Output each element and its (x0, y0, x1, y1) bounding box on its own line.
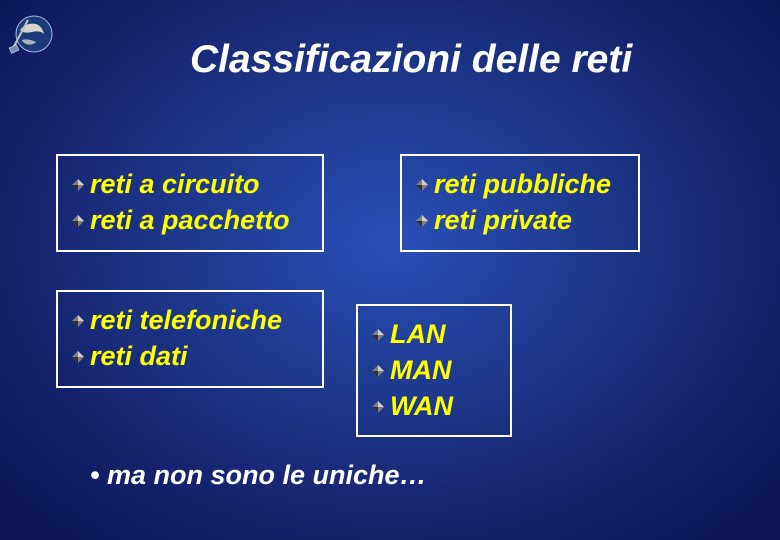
list-item: reti a pacchetto (72, 204, 308, 238)
list-item: LAN (372, 318, 496, 352)
earth-icon (8, 10, 56, 58)
diamond-bullet-icon (416, 179, 428, 191)
item-label: MAN (390, 354, 452, 388)
list-item: reti dati (72, 340, 308, 374)
diamond-bullet-icon (416, 215, 428, 227)
slide: Classificazioni delle reti reti a circui… (0, 0, 780, 540)
item-label: reti telefoniche (90, 304, 282, 338)
diamond-bullet-icon (72, 179, 84, 191)
item-label: reti private (434, 204, 572, 238)
diamond-bullet-icon (372, 365, 384, 377)
diamond-bullet-icon (72, 351, 84, 363)
item-label: reti pubbliche (434, 168, 611, 202)
footnote: • ma non sono le uniche… (90, 460, 427, 491)
diamond-bullet-icon (372, 401, 384, 413)
list-item: reti pubbliche (416, 168, 624, 202)
page-title: Classificazioni delle reti (190, 38, 632, 82)
list-item: reti private (416, 204, 624, 238)
item-label: reti a pacchetto (90, 204, 290, 238)
list-item: reti telefoniche (72, 304, 308, 338)
item-label: reti a circuito (90, 168, 260, 202)
box-lan-man-wan: LAN MAN WAN (356, 304, 512, 437)
list-item: WAN (372, 390, 496, 424)
list-item: reti a circuito (72, 168, 308, 202)
box-public-private: reti pubbliche reti private (400, 154, 640, 252)
diamond-bullet-icon (372, 329, 384, 341)
diamond-bullet-icon (72, 315, 84, 327)
item-label: LAN (390, 318, 446, 352)
box-circuit-packet: reti a circuito reti a pacchetto (56, 154, 324, 252)
list-item: MAN (372, 354, 496, 388)
item-label: WAN (390, 390, 453, 424)
item-label: reti dati (90, 340, 188, 374)
box-phone-data: reti telefoniche reti dati (56, 290, 324, 388)
diamond-bullet-icon (72, 215, 84, 227)
